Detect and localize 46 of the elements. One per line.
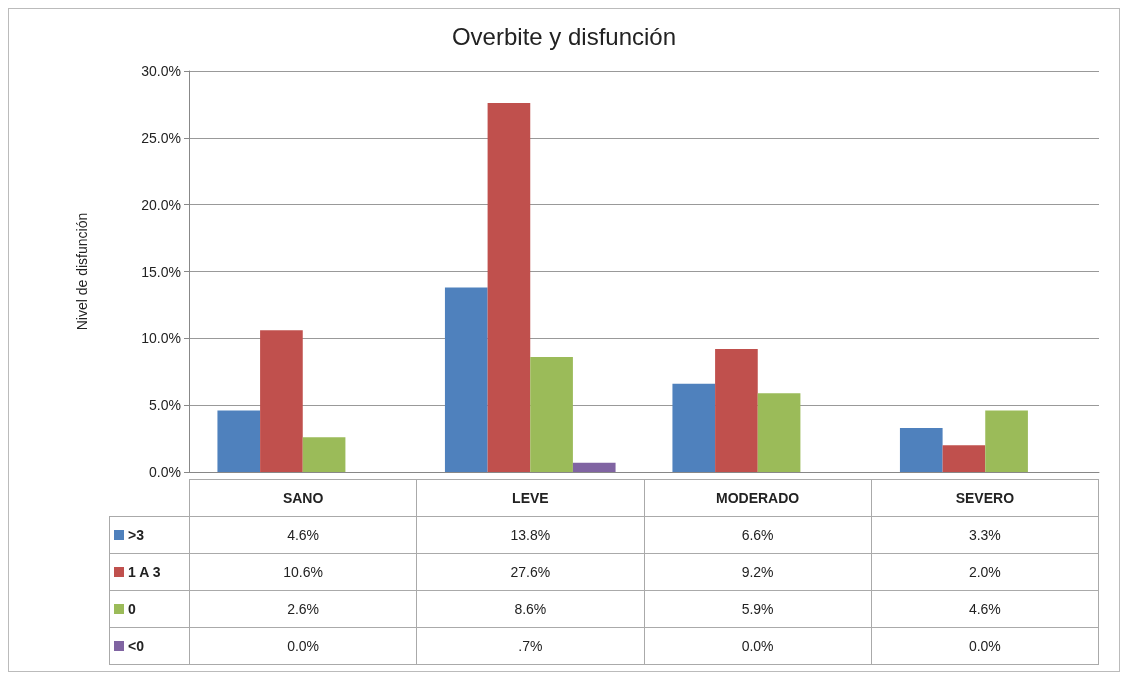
y-tick-label: 0.0%	[149, 464, 181, 480]
bar	[260, 330, 303, 472]
data-label: 2.6%	[189, 590, 417, 628]
data-label: 8.6%	[416, 590, 644, 628]
bar	[757, 393, 801, 472]
x-tick-label: SANO	[189, 479, 417, 517]
y-axis-title: Nivel de disfunción	[74, 212, 90, 331]
chart-title: Overbite y disfunción	[451, 22, 677, 50]
y-tick-label: 10.0%	[141, 330, 181, 347]
data-label: 13.8%	[416, 516, 644, 554]
data-label: 27.6%	[416, 553, 644, 591]
bar	[942, 445, 986, 472]
legend-label: >3	[128, 527, 144, 543]
x-tick-label: LEVE	[416, 479, 644, 517]
data-label: 2.0%	[871, 553, 1099, 591]
bar	[572, 462, 616, 472]
bar	[672, 383, 716, 472]
data-label: 10.6%	[189, 553, 417, 591]
bar	[217, 410, 261, 472]
bar	[985, 410, 1028, 472]
bar	[715, 349, 758, 472]
bar	[899, 427, 943, 472]
y-tick-label: 5.0%	[149, 397, 181, 414]
data-label: 3.3%	[871, 516, 1099, 554]
y-tick-label: 20.0%	[141, 196, 181, 213]
data-label: 4.6%	[871, 590, 1099, 628]
y-tick-label: 15.0%	[141, 263, 181, 280]
bar	[302, 437, 346, 472]
bar	[487, 103, 531, 472]
data-label: .7%	[416, 627, 644, 665]
bar	[530, 357, 573, 472]
y-tick-label: 30.0%	[141, 63, 181, 79]
data-label: 4.6%	[189, 516, 417, 554]
legend-label: 0	[128, 601, 136, 617]
legend-label: 1 A 3	[128, 564, 161, 580]
data-label: 9.2%	[644, 553, 872, 591]
data-label: 0.0%	[189, 627, 417, 665]
bar	[444, 287, 488, 472]
x-tick-label: SEVERO	[871, 479, 1099, 517]
x-tick-label: MODERADO	[644, 479, 872, 517]
data-label: 5.9%	[644, 590, 872, 628]
y-tick-label: 25.0%	[141, 129, 181, 146]
data-label: 0.0%	[871, 627, 1099, 665]
data-label: 6.6%	[644, 516, 872, 554]
data-label: 0.0%	[644, 627, 872, 665]
legend-label: <0	[128, 638, 144, 654]
